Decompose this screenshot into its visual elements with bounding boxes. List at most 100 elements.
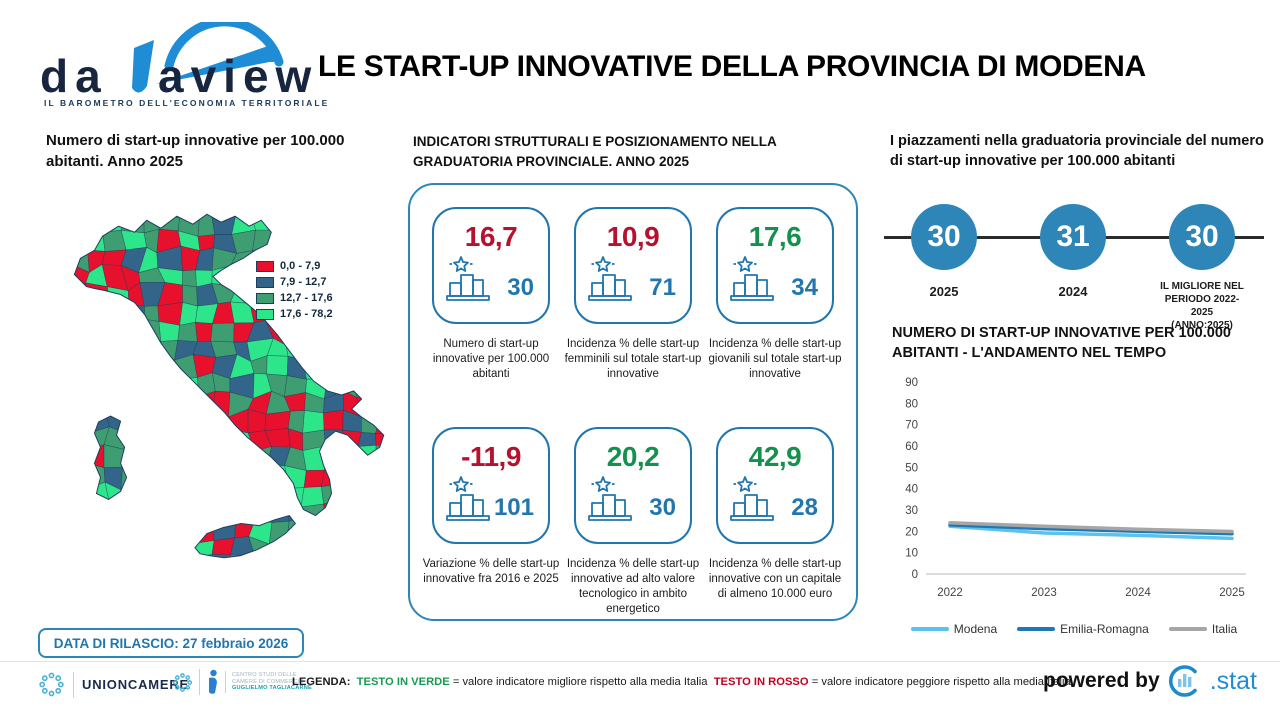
legend-swatch-red [256, 260, 274, 272]
green-term: TESTO IN VERDE [356, 676, 450, 688]
trend-chart: 0 10 20 30 40 50 60 70 80 90 2022 2023 2024 2025 [880, 368, 1260, 616]
footer-divider [0, 661, 1280, 662]
dataview-logo-art: da aview [40, 17, 318, 102]
legenda-label: LEGENDA: [292, 676, 351, 688]
svg-text:2022: 2022 [937, 587, 963, 599]
svg-text:30: 30 [905, 505, 918, 517]
logo-tagline: IL BAROMETRO DELL'ECONOMIA TERRITORIALE [44, 98, 330, 108]
map-heading: Numero di start-up innovative per 100.00… [46, 132, 345, 170]
logo-text-right: aview [158, 50, 318, 100]
dataview-logo: da aview IL BAROMETRO DELL'ECONOMIA TERR… [38, 17, 327, 117]
indicator-value: 20,2 [606, 441, 660, 472]
indicator-caption: Incidenza % delle start-up giovanili sul… [708, 338, 842, 380]
trend-line-emilia-romagna [948, 523, 1234, 536]
timeline-milestone: 30 2025 [894, 204, 994, 299]
svg-text:90: 90 [905, 377, 918, 389]
indicator-card: 42,9 28 [716, 427, 834, 544]
legend-line-swatch [1168, 627, 1207, 631]
stat-label: .stat [1209, 666, 1257, 695]
map-provinces-sardinia [94, 416, 127, 500]
unioncamere-label: UNIONCAMERE [82, 677, 190, 692]
logo-text-left: da [40, 50, 108, 100]
star-podium-icon [588, 475, 634, 528]
svg-text:2023: 2023 [1031, 587, 1057, 599]
powered-by-text: powered by [1043, 669, 1160, 692]
svg-text:70: 70 [905, 420, 918, 432]
legend-item-modena: Modena [910, 622, 997, 636]
rank-best-label: IL MIGLIORE NEL PERIODO 2022-2025 (ANNO:… [1160, 281, 1244, 331]
cstat-ring-icon [1168, 665, 1197, 697]
indicator-rank: 34 [791, 274, 818, 301]
star-podium-icon [588, 256, 632, 301]
unioncamere-logo: UNIONCAMERE [38, 671, 189, 698]
logo-divider [225, 671, 226, 693]
rank-year-label: 2025 [929, 284, 959, 299]
italy-map-svg [73, 213, 385, 559]
legend-line-swatch [1017, 627, 1056, 631]
indicator-value: 10,9 [606, 221, 660, 252]
indicator-rank: 30 [507, 274, 534, 301]
indicator-card: -11,9 101 [432, 427, 550, 544]
logo-divider [73, 671, 74, 698]
svg-text:0: 0 [912, 569, 918, 581]
svg-text:10: 10 [905, 548, 918, 560]
page-title: LE START-UP INNOVATIVE DELLA PROVINCIA D… [318, 50, 1146, 83]
legend-label: 17,6 - 78,2 [280, 308, 333, 320]
star-podium-icon [730, 256, 774, 301]
svg-text:40: 40 [905, 484, 918, 496]
powered-by-logo: powered by .stat [1043, 663, 1257, 699]
svg-text:50: 50 [905, 462, 918, 474]
indicator-value: 17,6 [748, 221, 802, 252]
emblem-ring-icon [172, 672, 193, 692]
map-provinces-sicily [194, 515, 296, 558]
gauge-hub-icon [264, 46, 280, 62]
map-legend-row: 12,7 - 17,6 [256, 292, 333, 304]
star-podium-icon [730, 475, 776, 528]
indicator-caption: Variazione % delle start-up innovative f… [422, 558, 560, 585]
star-podium-icon [446, 256, 490, 301]
indicator-caption: Incidenza % delle start-up femminili sul… [564, 338, 702, 380]
red-term: TESTO IN ROSSO [713, 676, 809, 688]
color-legend-note: LEGENDA: TESTO IN VERDE = valore indicat… [292, 676, 1071, 688]
star-podium-icon [446, 255, 492, 308]
svg-text:2024: 2024 [1125, 587, 1151, 599]
star-podium-icon [730, 255, 776, 308]
indicator-rank: 30 [649, 494, 676, 521]
indicator-caption: Incidenza % delle start-up innovative co… [708, 558, 842, 600]
star-podium-icon [730, 476, 774, 521]
map-legend-row: 0,0 - 7,9 [256, 260, 333, 272]
svg-text:60: 60 [905, 441, 918, 453]
indicator-card: 20,2 30 [574, 427, 692, 544]
gauge-needle-icon [156, 44, 280, 84]
map-legend-row: 17,6 - 78,2 [256, 308, 333, 320]
gauge-arc-icon [164, 17, 284, 71]
logo-divider [199, 669, 200, 695]
rank-circle: 30 [1169, 204, 1235, 270]
trend-line-modena [948, 524, 1234, 541]
timeline-milestone: 30 IL MIGLIORE NEL PERIODO 2022-2025 (AN… [1152, 204, 1252, 332]
legend-swatch-blue [256, 276, 274, 288]
legend-label: 0,0 - 7,9 [280, 260, 321, 272]
indicator-value: 16,7 [464, 221, 518, 252]
ranking-timeline: 30 2025 31 2024 30 IL MIGLIORE NEL PERIO… [878, 188, 1268, 333]
svg-text:80: 80 [905, 398, 918, 410]
map-legend: 0,0 - 7,9 7,9 - 12,7 12,7 - 17,6 17,6 - … [256, 260, 333, 324]
svg-text:2025: 2025 [1219, 587, 1245, 599]
trend-chart-heading: NUMERO DI START-UP INNOVATIVE PER 100.00… [892, 325, 1231, 362]
indicators-heading: INDICATORI STRUTTURALI E POSIZIONAMENTO … [413, 134, 777, 169]
timeline-milestone: 31 2024 [1023, 204, 1123, 299]
star-podium-icon [446, 475, 492, 528]
indicator-value: 42,9 [748, 441, 802, 472]
indicator-rank: 28 [791, 494, 818, 521]
trend-chart-legend: Modena Emilia-Romagna Italia [878, 622, 1270, 636]
release-date-box: DATA DI RILASCIO: 27 febbraio 2026 [38, 628, 304, 658]
legend-label: 7,9 - 12,7 [280, 276, 327, 288]
italy-choropleth-map: 0,0 - 7,9 7,9 - 12,7 12,7 - 17,6 17,6 - … [34, 178, 396, 620]
legend-label: 12,7 - 17,6 [280, 292, 333, 304]
trend-chart-svg: 0 10 20 30 40 50 60 70 80 90 2022 2023 2024 2025 [905, 377, 1246, 599]
indicator-card: 16,7 30 [432, 207, 550, 324]
star-podium-icon [588, 255, 634, 308]
legend-line-swatch [910, 627, 949, 631]
star-podium-icon [588, 476, 632, 521]
